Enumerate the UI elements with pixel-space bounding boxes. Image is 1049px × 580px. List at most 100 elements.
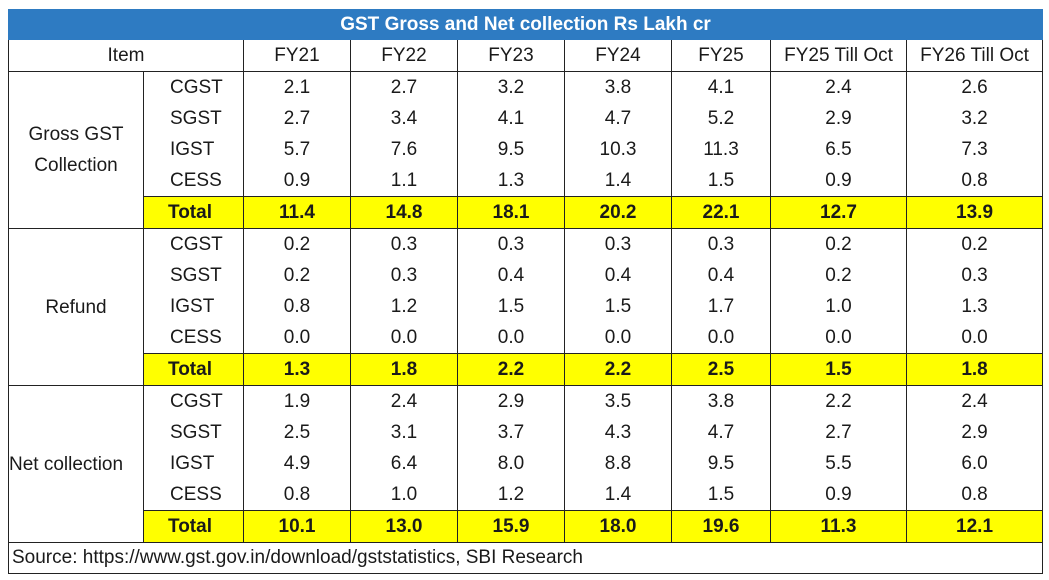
cell-value: 1.8 — [350, 353, 458, 386]
cell-value: 11.3 — [671, 134, 771, 165]
cell-value: 18.1 — [457, 196, 565, 229]
cell-value: 2.5 — [671, 353, 771, 386]
cell-value: 1.7 — [671, 291, 771, 322]
header-fy26-till-oct: FY26 Till Oct — [905, 39, 1044, 72]
cell-value: 19.6 — [671, 510, 771, 543]
table-row: CESS 0.8 1.0 1.2 1.4 1.5 0.9 0.8 — [9, 479, 1044, 511]
cell-value: 3.5 — [564, 385, 672, 417]
cell-value: 0.3 — [564, 228, 672, 260]
cell-value: 6.5 — [770, 134, 907, 165]
cell-value: 0.8 — [243, 479, 351, 511]
cell-value: 0.3 — [350, 260, 458, 291]
cell-value: 0.0 — [243, 322, 351, 354]
total-row: Total 10.1 13.0 15.9 18.0 19.6 11.3 12.1 — [9, 510, 1044, 543]
cell-value: 0.8 — [905, 479, 1044, 511]
header-fy22: FY22 — [350, 39, 458, 72]
cell-value: 1.1 — [350, 165, 458, 197]
cell-value: 1.0 — [770, 291, 907, 322]
cell-value: 12.7 — [770, 196, 907, 229]
header-fy25-till-oct: FY25 Till Oct — [770, 39, 907, 72]
cell-value: 4.3 — [564, 417, 672, 448]
row-item-label: SGST — [143, 417, 244, 448]
cell-value: 3.8 — [564, 71, 672, 103]
table-row: IGST 4.9 6.4 8.0 8.8 9.5 5.5 6.0 — [9, 448, 1044, 479]
cell-value: 0.2 — [770, 260, 907, 291]
gst-collection-table: GST Gross and Net collection Rs Lakh cr … — [7, 9, 1044, 574]
table-row: SGST 2.5 3.1 3.7 4.3 4.7 2.7 2.9 — [9, 417, 1044, 448]
table-row: CESS 0.9 1.1 1.3 1.4 1.5 0.9 0.8 — [9, 165, 1044, 197]
row-item-label: SGST — [143, 103, 244, 134]
cell-value: 2.9 — [770, 103, 907, 134]
cell-value: 1.3 — [905, 291, 1044, 322]
cell-value: 0.9 — [243, 165, 351, 197]
cell-value: 13.9 — [905, 196, 1044, 229]
row-item-label: Total — [143, 353, 244, 386]
cell-value: 1.0 — [350, 479, 458, 511]
cell-value: 1.4 — [564, 479, 672, 511]
cell-value: 0.0 — [350, 322, 458, 354]
cell-value: 0.4 — [671, 260, 771, 291]
cell-value: 5.5 — [770, 448, 907, 479]
cell-value: 1.2 — [457, 479, 565, 511]
cell-value: 2.7 — [243, 103, 351, 134]
table-row: Net collection CGST 1.9 2.4 2.9 3.5 3.8 2.2 2.4 — [8, 385, 1044, 543]
gst-table-container: GST Gross and Net collection Rs Lakh cr … — [7, 9, 1044, 575]
cell-value: 3.4 — [350, 103, 458, 134]
cell-value: 10.3 — [564, 134, 672, 165]
cell-value: 6.4 — [350, 448, 458, 479]
cell-value: 4.7 — [564, 103, 672, 134]
cell-value: 22.1 — [671, 196, 771, 229]
cell-value: 7.6 — [350, 134, 458, 165]
row-item-label: Total — [143, 510, 244, 543]
cell-value: 0.0 — [770, 322, 907, 354]
cell-value: 2.5 — [243, 417, 351, 448]
cell-value: 8.8 — [564, 448, 672, 479]
header-fy21: FY21 — [243, 39, 351, 72]
group-label-line: Gross GST — [28, 124, 124, 145]
table-row: IGST 5.7 7.6 9.5 10.3 11.3 6.5 7.3 — [9, 134, 1044, 165]
cell-value: 0.2 — [770, 228, 907, 260]
cell-value: 1.4 — [564, 165, 672, 197]
cell-value: 0.2 — [243, 260, 351, 291]
row-item-label: Total — [143, 196, 244, 229]
total-row: Total 11.4 14.8 18.1 20.2 22.1 12.7 13.9 — [9, 196, 1044, 229]
cell-value: 8.0 — [457, 448, 565, 479]
cell-value: 0.0 — [671, 322, 771, 354]
group-label: Refund — [8, 228, 144, 386]
cell-value: 0.2 — [243, 228, 351, 260]
cell-value: 3.2 — [905, 103, 1044, 134]
cell-value: 0.0 — [905, 322, 1044, 354]
header-fy24: FY24 — [564, 39, 672, 72]
table-title: GST Gross and Net collection Rs Lakh cr — [7, 9, 1044, 40]
total-row: Total 1.3 1.8 2.2 2.2 2.5 1.5 1.8 — [9, 353, 1044, 386]
table-row: Gross GST Collection CGST 2.1 2.7 3.2 3.8 4.1 2.… — [8, 71, 1044, 229]
row-item-label: SGST — [143, 260, 244, 291]
cell-value: 5.7 — [243, 134, 351, 165]
cell-value: 2.4 — [350, 385, 458, 417]
cell-value: 11.3 — [770, 510, 907, 543]
cell-value: 11.4 — [243, 196, 351, 229]
cell-value: 3.1 — [350, 417, 458, 448]
row-item-label: IGST — [143, 448, 244, 479]
row-item-label: IGST — [143, 134, 244, 165]
table-row: SGST 0.2 0.3 0.4 0.4 0.4 0.2 0.3 — [9, 260, 1044, 291]
cell-value: 0.8 — [243, 291, 351, 322]
cell-value: 0.3 — [350, 228, 458, 260]
cell-value: 4.9 — [243, 448, 351, 479]
cell-value: 12.1 — [905, 510, 1044, 543]
cell-value: 7.3 — [905, 134, 1044, 165]
cell-value: 1.5 — [564, 291, 672, 322]
group-label: Net collection — [8, 385, 144, 543]
cell-value: 1.2 — [350, 291, 458, 322]
cell-value: 14.8 — [350, 196, 458, 229]
cell-value: 2.2 — [457, 353, 565, 386]
group-label-line: Refund — [45, 296, 107, 318]
row-item-label: CGST — [143, 385, 244, 417]
cell-value: 1.3 — [457, 165, 565, 197]
cell-value: 0.4 — [457, 260, 565, 291]
cell-value: 0.3 — [905, 260, 1044, 291]
cell-value: 3.7 — [457, 417, 565, 448]
cell-value: 2.7 — [770, 417, 907, 448]
cell-value: 1.5 — [770, 353, 907, 386]
table-row: SGST 2.7 3.4 4.1 4.7 5.2 2.9 3.2 — [9, 103, 1044, 134]
